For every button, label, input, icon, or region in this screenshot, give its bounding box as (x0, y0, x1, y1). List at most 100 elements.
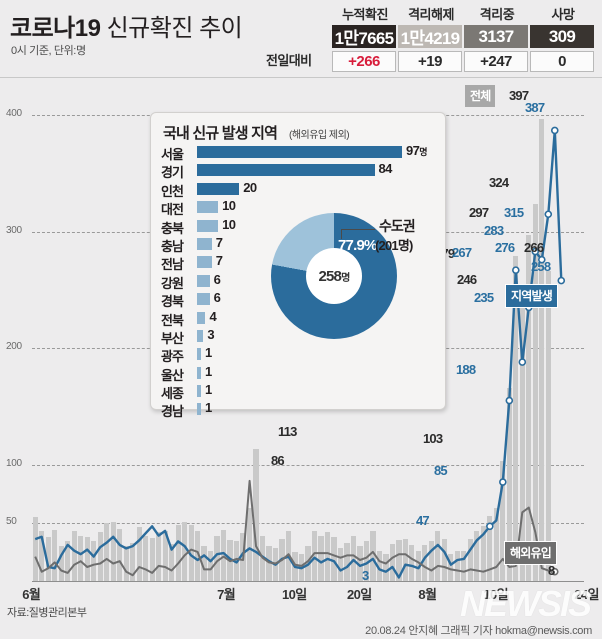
x-axis-line (32, 581, 584, 582)
region-row: 경북 6 (161, 290, 441, 309)
donut-center-value: 258명 (318, 267, 350, 285)
bar (337, 548, 344, 581)
region-value: 10 (222, 198, 236, 214)
bar (402, 539, 408, 581)
bar (272, 548, 279, 581)
region-name: 강원 (161, 275, 184, 291)
bar (195, 530, 201, 581)
region-bar (197, 366, 201, 379)
bar (344, 542, 350, 581)
x-tick-label: 10일 (282, 587, 307, 602)
stat-name-0: 누적확진 (342, 7, 388, 22)
bar (428, 541, 434, 581)
region-name: 인천 (161, 183, 184, 199)
stat-name-2: 격리중 (479, 7, 515, 22)
bar (227, 540, 233, 581)
bar (32, 516, 38, 581)
newsis-watermark: NEWSIS (459, 583, 592, 624)
bar (259, 535, 266, 581)
donut-hole: 258명 (306, 248, 362, 304)
region-value: 1 (205, 382, 212, 398)
bar (65, 541, 71, 581)
region-bar (197, 237, 212, 250)
region-row: 부산 3 (161, 327, 441, 346)
region-row: 경남 1 (161, 400, 441, 420)
y-tick-label: 50 (6, 515, 17, 527)
region-value: 6 (213, 271, 221, 287)
stat-value-3: 309 (530, 25, 594, 48)
x-tick-label: 8월 (418, 587, 437, 602)
point-label: 324 (489, 175, 509, 190)
region-row: 전북 4 (161, 309, 441, 328)
bar (409, 544, 415, 581)
region-bar (197, 201, 219, 214)
donut-leader-line (341, 229, 375, 239)
point-label: 267 (452, 245, 472, 260)
y-tick-label: 100 (6, 457, 22, 469)
data-point-marker (544, 210, 553, 219)
bar (104, 522, 110, 581)
bar (169, 543, 175, 581)
point-label: 47 (416, 513, 430, 528)
region-value: 7 (215, 253, 223, 269)
bar (149, 537, 155, 581)
header: 코로나19 신규확진 추이 0시 기준, 단위:명 누적확진 격리해제 격리중 사망 … (0, 0, 602, 78)
bar (461, 550, 467, 581)
stats-value-row: 1만7665 1만4219 3137 309 (332, 25, 596, 48)
region-panel-subtitle: (해외유입 제외) (289, 130, 350, 141)
bar (266, 546, 272, 581)
region-name: 경남 (161, 404, 184, 420)
legend-badge-지역발생: 지역발생 (505, 284, 558, 308)
region-row: 서울 97명 (161, 143, 441, 162)
bar (207, 550, 214, 581)
bar (52, 529, 58, 581)
bar (422, 544, 428, 581)
bar (305, 546, 311, 581)
bar (233, 541, 240, 581)
point-label: 103 (423, 431, 443, 446)
bar (292, 551, 298, 581)
legend-badge-전체: 전체 (465, 85, 496, 107)
bar (396, 540, 402, 581)
legend-badge-해외유입: 해외유입 (504, 541, 557, 565)
bar (545, 271, 551, 581)
bar (188, 525, 194, 581)
bar (240, 533, 246, 581)
bar (143, 535, 149, 581)
title-rest: 신규확진 추이 (100, 15, 243, 42)
data-point-marker (550, 126, 559, 135)
bar (110, 521, 116, 581)
region-value: 1 (205, 400, 212, 416)
region-row: 인천 20 (161, 179, 441, 199)
y-tick-label: 200 (6, 341, 22, 353)
bar (58, 546, 64, 581)
donut-chart: 258명 (271, 213, 397, 339)
bar (182, 521, 188, 581)
region-value: 20 (243, 179, 257, 195)
region-name: 경기 (161, 165, 184, 181)
point-label: 397 (509, 88, 529, 103)
bar (39, 530, 45, 581)
bar (474, 530, 480, 581)
bar (331, 536, 337, 581)
region-name: 부산 (161, 330, 184, 346)
point-label: 315 (504, 205, 524, 220)
stat-delta-1: +19 (398, 51, 462, 72)
region-value: 97명 (406, 143, 428, 158)
region-value: 7 (215, 234, 223, 250)
stats-table: 누적확진 격리해제 격리중 사망 1만7665 1만4219 3137 309 전일대비 +… (266, 4, 596, 72)
stat-value-0: 1만7665 (332, 25, 396, 48)
bar (71, 530, 77, 581)
data-point-marker (557, 276, 566, 285)
region-name: 세종 (161, 386, 184, 402)
region-row: 충남 7 (161, 234, 441, 254)
subtitle: 0시 기준, 단위:명 (11, 45, 86, 57)
bar (175, 525, 181, 581)
bar (318, 535, 324, 581)
point-label: 8 (548, 563, 555, 578)
region-name: 충남 (161, 238, 184, 254)
bar (156, 532, 162, 581)
region-row: 충북 10 (161, 217, 441, 236)
region-name: 전남 (161, 257, 184, 273)
donut-callout-sub: (201명) (375, 238, 413, 253)
